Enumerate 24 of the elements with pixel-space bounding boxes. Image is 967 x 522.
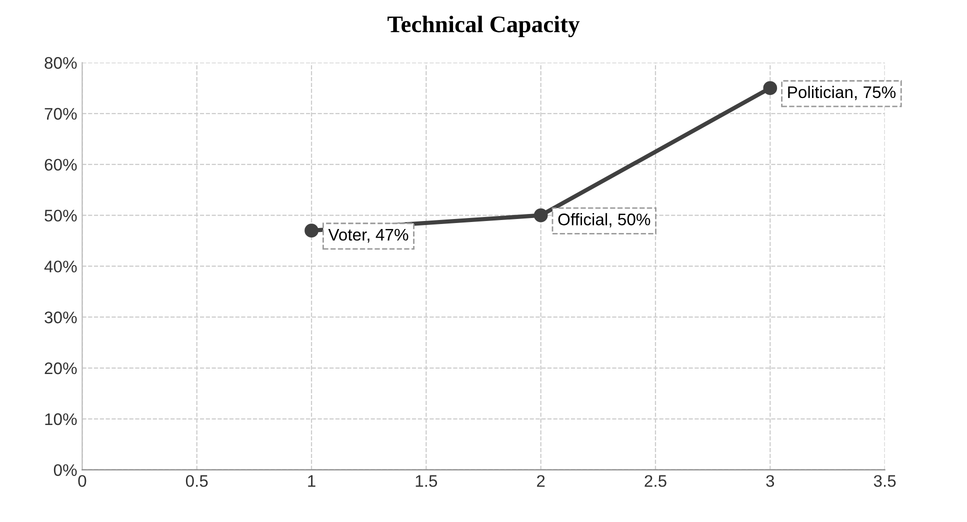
- y-tick-label: 20%: [44, 362, 77, 374]
- y-tick-label: 70%: [44, 108, 77, 120]
- point: [763, 81, 778, 96]
- x-tick-label: 0.5: [186, 475, 208, 487]
- x-tick-label: 3.5: [874, 475, 896, 487]
- y-tick-label: 30%: [44, 312, 77, 324]
- y-tick-label: 80%: [44, 57, 77, 69]
- annotation: Politician, 75%: [788, 86, 896, 100]
- y-tick-label: 10%: [45, 413, 77, 426]
- point: [304, 224, 318, 238]
- y-tick-label: 0%: [54, 464, 77, 476]
- y-tick-label: 40%: [44, 260, 77, 272]
- x-tick-label: 3: [766, 475, 774, 487]
- point: [534, 208, 548, 222]
- chart-title: Technical Capacity: [388, 16, 580, 38]
- annotation: Official, 50%: [558, 213, 650, 228]
- x-tick-label: 1.5: [416, 475, 438, 487]
- x-tick-label: 2.5: [644, 475, 666, 487]
- x-tick-label: 0: [78, 475, 86, 487]
- y-tick-label: 60%: [44, 158, 77, 171]
- x-tick-label: 1: [308, 475, 316, 487]
- x-tick-label: 2: [537, 475, 545, 487]
- annotation: Voter, 47%: [328, 228, 408, 243]
- y-tick-label: 50%: [44, 210, 77, 222]
